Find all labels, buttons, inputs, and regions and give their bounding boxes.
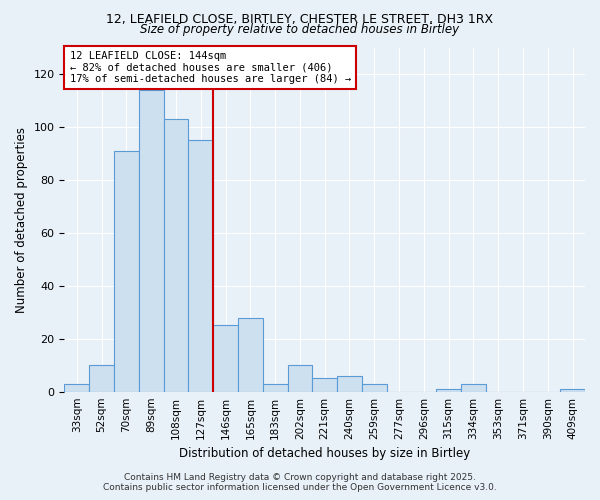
Text: Size of property relative to detached houses in Birtley: Size of property relative to detached ho… xyxy=(140,24,460,36)
Bar xyxy=(89,365,114,392)
Text: 12 LEAFIELD CLOSE: 144sqm
← 82% of detached houses are smaller (406)
17% of semi: 12 LEAFIELD CLOSE: 144sqm ← 82% of detac… xyxy=(70,51,351,84)
Bar xyxy=(362,384,386,392)
X-axis label: Distribution of detached houses by size in Birtley: Distribution of detached houses by size … xyxy=(179,447,470,460)
Bar xyxy=(461,384,486,392)
Bar xyxy=(436,389,461,392)
Bar xyxy=(64,384,89,392)
Text: Contains HM Land Registry data © Crown copyright and database right 2025.
Contai: Contains HM Land Registry data © Crown c… xyxy=(103,473,497,492)
Y-axis label: Number of detached properties: Number of detached properties xyxy=(15,126,28,312)
Bar xyxy=(164,119,188,392)
Bar xyxy=(188,140,213,392)
Bar xyxy=(213,326,238,392)
Bar xyxy=(560,389,585,392)
Bar xyxy=(337,376,362,392)
Bar xyxy=(263,384,287,392)
Bar xyxy=(313,378,337,392)
Bar xyxy=(114,151,139,392)
Text: 12, LEAFIELD CLOSE, BIRTLEY, CHESTER LE STREET, DH3 1RX: 12, LEAFIELD CLOSE, BIRTLEY, CHESTER LE … xyxy=(106,12,494,26)
Bar xyxy=(287,365,313,392)
Bar xyxy=(139,90,164,392)
Bar xyxy=(238,318,263,392)
